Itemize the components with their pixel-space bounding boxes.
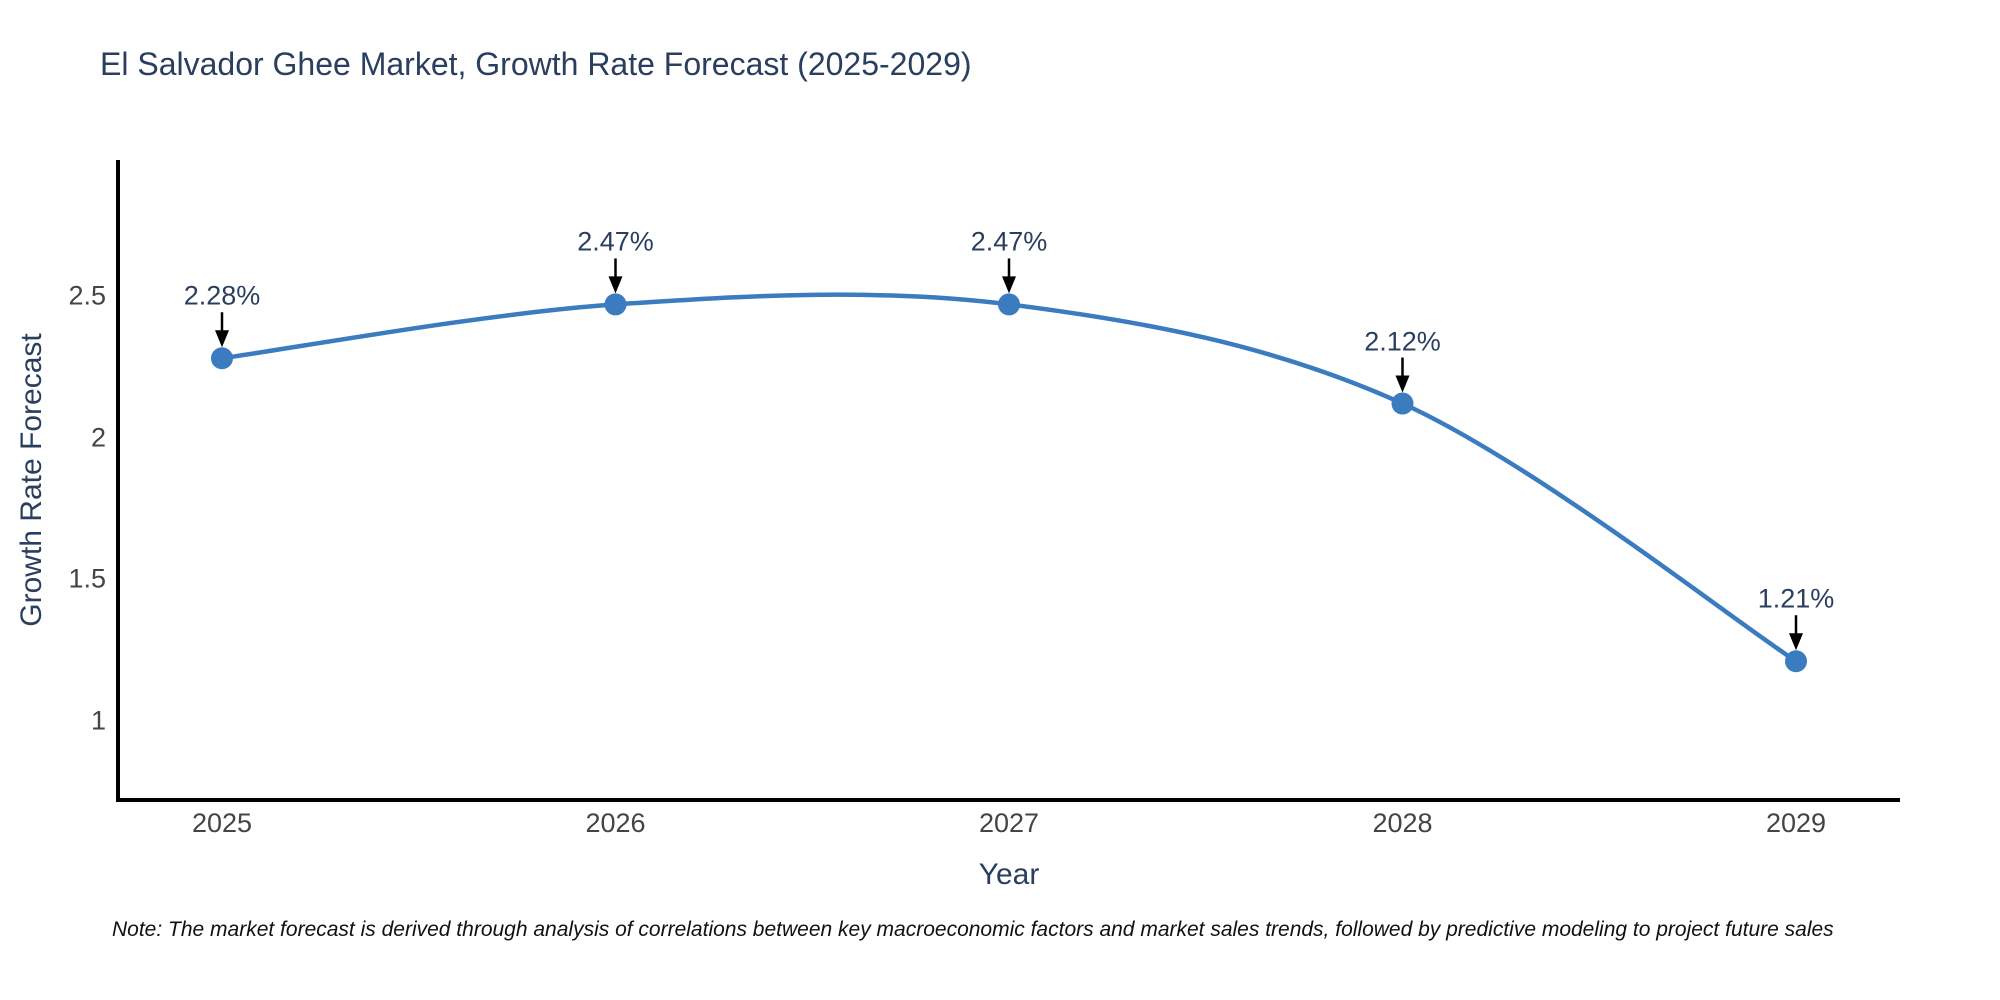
y-tick-label: 2	[90, 422, 106, 453]
x-tick-label: 2025	[191, 808, 253, 838]
data-point-label: 2.12%	[1364, 326, 1441, 357]
y-axis-title: Growth Rate Forecast	[15, 333, 48, 627]
data-point-label: 2.47%	[577, 226, 654, 257]
trend-line	[221, 292, 1798, 664]
annotation-arrowhead	[1002, 276, 1016, 294]
data-point-marker[interactable]	[1785, 650, 1807, 673]
annotation-arrowhead	[215, 330, 229, 348]
x-tick-label: 2026	[585, 808, 646, 838]
y-tick-label: 2.5	[68, 280, 106, 311]
y-tick-label: 1.5	[68, 563, 106, 594]
x-axis-title: Year	[978, 858, 1040, 891]
data-point-label: 2.28%	[183, 280, 261, 311]
data-point-marker[interactable]	[998, 293, 1020, 316]
data-point-label: 2.47%	[970, 226, 1048, 257]
annotation-arrowhead	[1395, 375, 1410, 393]
x-tick-label: 2029	[1765, 808, 1827, 838]
x-tick-label: 2027	[978, 808, 1040, 838]
data-point-label: 1.21%	[1757, 583, 1835, 614]
data-point-marker[interactable]	[211, 347, 233, 370]
data-point-marker[interactable]	[1391, 392, 1414, 415]
chart-title: El Salvador Ghee Market, Growth Rate For…	[100, 46, 972, 82]
chart-note: Note: The market forecast is derived thr…	[112, 918, 1834, 941]
y-tick-label: 1	[90, 705, 106, 736]
x-tick-label: 2028	[1372, 808, 1433, 838]
annotation-arrowhead	[1789, 633, 1803, 651]
data-point-marker[interactable]	[604, 293, 627, 316]
annotation-arrowhead	[608, 276, 623, 294]
